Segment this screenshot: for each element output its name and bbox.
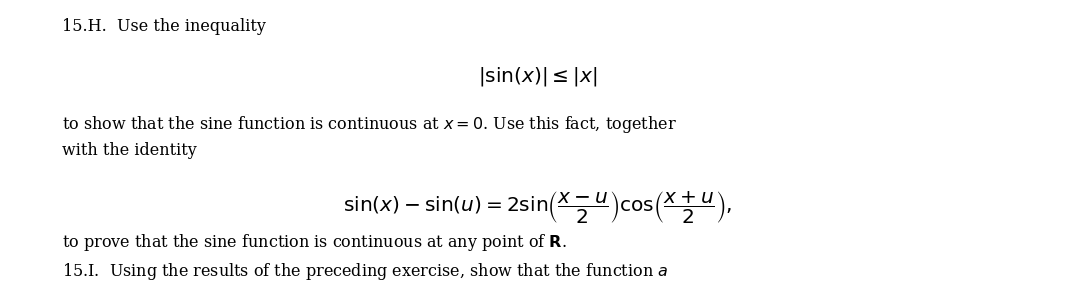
Text: $|\sin(x)| \leq |x|$: $|\sin(x)| \leq |x|$ — [477, 65, 598, 88]
Text: to show that the sine function is continuous at $x = 0$. Use this fact, together: to show that the sine function is contin… — [62, 114, 677, 135]
Text: $\sin(x) - \sin(u) = 2\sin\!\left(\dfrac{x-u}{2}\right)\cos\!\left(\dfrac{x+u}{2: $\sin(x) - \sin(u) = 2\sin\!\left(\dfrac… — [343, 190, 732, 226]
Text: 15.H.  Use the inequality: 15.H. Use the inequality — [62, 18, 267, 35]
Text: 15.I.  Using the results of the preceding exercise, show that the function $a$: 15.I. Using the results of the preceding… — [62, 261, 669, 281]
Text: with the identity: with the identity — [62, 142, 197, 159]
Text: to prove that the sine function is continuous at any point of $\mathbf{R}$.: to prove that the sine function is conti… — [62, 232, 568, 253]
